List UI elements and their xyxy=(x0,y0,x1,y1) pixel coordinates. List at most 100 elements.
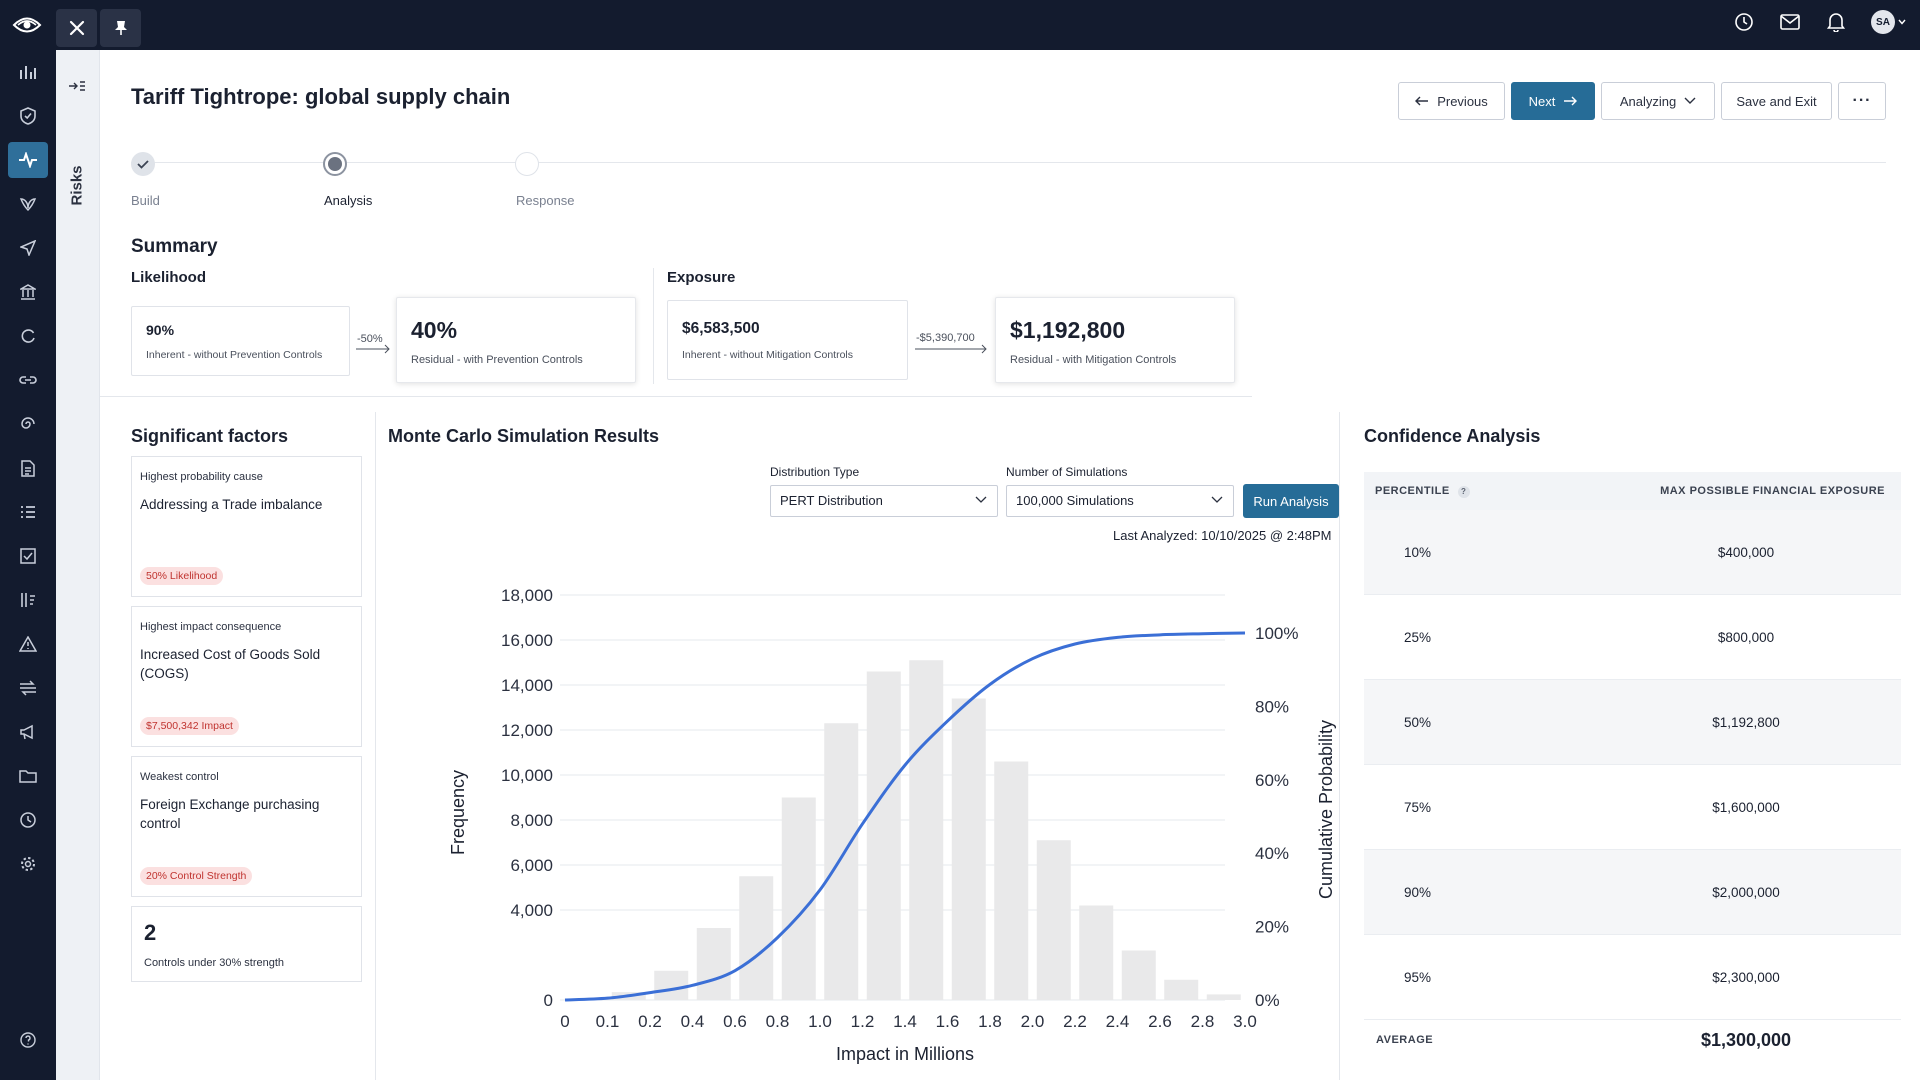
factor-caption: Highest impact consequence xyxy=(140,621,282,633)
run-analysis-button[interactable]: Run Analysis xyxy=(1243,484,1339,518)
status-dropdown[interactable]: Analyzing xyxy=(1601,82,1715,120)
y-tick-label: 6,000 xyxy=(510,856,553,875)
eye-logo-icon[interactable] xyxy=(12,10,42,40)
nav-shield[interactable] xyxy=(8,98,48,134)
exposure-inherent-card: $6,583,500 Inherent - without Mitigation… xyxy=(667,300,908,380)
likelihood-residual-card: 40% Residual - with Prevention Controls xyxy=(396,297,636,383)
nav-folder[interactable] xyxy=(8,758,48,794)
step-analysis-label: Analysis xyxy=(324,193,373,208)
history-icon[interactable] xyxy=(1733,11,1755,33)
likelihood-residual-caption: Residual - with Prevention Controls xyxy=(411,354,583,366)
nav-list[interactable] xyxy=(8,494,48,530)
distribution-select[interactable]: PERT Distribution xyxy=(770,485,998,517)
nav-bird[interactable] xyxy=(8,186,48,222)
y-tick-label: 18,000 xyxy=(501,586,553,605)
next-button[interactable]: Next xyxy=(1511,82,1595,120)
previous-button[interactable]: Previous xyxy=(1398,82,1505,120)
table-row: 50% $1,192,800 xyxy=(1364,680,1901,765)
nav-cycle[interactable] xyxy=(8,318,48,354)
expand-panel-icon[interactable] xyxy=(68,80,86,92)
exposure-inherent-caption: Inherent - without Mitigation Controls xyxy=(682,349,853,361)
controls-count-card[interactable]: 2 Controls under 30% strength xyxy=(131,906,362,982)
x-tick-label: 2.6 xyxy=(1148,1012,1172,1031)
exposure-residual-caption: Residual - with Mitigation Controls xyxy=(1010,354,1177,366)
chart-divider xyxy=(1339,412,1340,1080)
user-menu[interactable]: SA xyxy=(1871,10,1906,34)
sidebar-label[interactable]: Risks xyxy=(68,164,86,206)
nav-risks[interactable] xyxy=(8,142,48,178)
link-icon xyxy=(19,376,37,384)
average-value: $1,300,000 xyxy=(1700,1029,1792,1050)
nav-warning[interactable] xyxy=(8,626,48,662)
nav-link[interactable] xyxy=(8,362,48,398)
pin-button[interactable] xyxy=(100,9,141,47)
confidence-table: PERCENTILE? MAX POSSIBLE FINANCIAL EXPOS… xyxy=(1364,472,1901,1060)
confidence-title: Confidence Analysis xyxy=(1364,426,1541,446)
summary-divider xyxy=(653,268,654,384)
histogram-bar xyxy=(866,671,901,1000)
x-tick-label: 0.4 xyxy=(681,1012,705,1031)
y-tick-label: 10,000 xyxy=(501,766,553,785)
x-tick-label: 2.2 xyxy=(1063,1012,1087,1031)
factor-card-control[interactable]: Weakest control Foreign Exchange purchas… xyxy=(131,756,362,897)
gear-icon xyxy=(21,857,35,871)
nav-megaphone[interactable] xyxy=(8,714,48,750)
y-tick-label: 14,000 xyxy=(501,676,553,695)
save-exit-button[interactable]: Save and Exit xyxy=(1721,82,1832,120)
nav-clock[interactable] xyxy=(8,802,48,838)
factor-card-cause[interactable]: Highest probability cause Addressing a T… xyxy=(131,456,362,597)
step-build-dot[interactable] xyxy=(131,152,155,176)
bell-icon[interactable] xyxy=(1825,11,1847,33)
factor-card-consequence[interactable]: Highest impact consequence Increased Cos… xyxy=(131,606,362,747)
x-tick-label: 0.8 xyxy=(766,1012,790,1031)
histogram-bar xyxy=(1036,840,1071,1000)
control-strength-badge: 20% Control Strength xyxy=(140,867,253,885)
simulations-select[interactable]: 100,000 Simulations xyxy=(1006,485,1234,517)
y2-axis-label: Cumulative Probability xyxy=(1316,720,1336,899)
step-analysis-dot[interactable] xyxy=(323,152,347,176)
stepper: Build Analysis Response xyxy=(131,152,575,212)
stepper-rule xyxy=(131,162,1886,163)
megaphone-icon xyxy=(20,724,33,740)
histogram-bar xyxy=(951,698,986,1000)
mail-icon[interactable] xyxy=(1779,11,1801,33)
send-icon xyxy=(20,240,36,256)
x-tick-label: 3.0 xyxy=(1233,1012,1257,1031)
factor-title: Foreign Exchange purchasing control xyxy=(140,797,320,831)
nav-bank[interactable] xyxy=(8,274,48,310)
top-bar: SA xyxy=(0,0,1920,50)
nav-settings[interactable] xyxy=(8,846,48,882)
help-icon[interactable]: ? xyxy=(1457,485,1470,498)
y2-tick-label: 40% xyxy=(1255,844,1289,863)
step-response-label: Response xyxy=(516,193,575,208)
average-row: AVERAGE $1,300,000 xyxy=(1364,1020,1901,1060)
step-response-dot[interactable] xyxy=(515,152,539,176)
y2-tick-label: 20% xyxy=(1255,918,1289,937)
table-row: 95% $2,300,000 xyxy=(1364,935,1901,1020)
bird-icon xyxy=(19,198,37,212)
more-options-button[interactable]: ··· xyxy=(1838,82,1886,120)
x-tick-label: 1.8 xyxy=(978,1012,1002,1031)
nav-send[interactable] xyxy=(8,230,48,266)
exposure-delta: -$5,390,700 xyxy=(916,332,975,344)
histogram-bar xyxy=(781,797,816,1000)
x-tick-label: 2.4 xyxy=(1106,1012,1130,1031)
y-tick-label: 0 xyxy=(544,991,553,1010)
arrow-right-icon xyxy=(1564,96,1578,106)
nav-bars[interactable] xyxy=(8,582,48,618)
likelihood-inherent-card: 90% Inherent - without Prevention Contro… xyxy=(131,306,350,376)
impact-badge: $7,500,342 Impact xyxy=(140,717,239,735)
y2-tick-label: 60% xyxy=(1255,771,1289,790)
nav-dashboard[interactable] xyxy=(8,54,48,90)
table-row: 10% $400,000 xyxy=(1364,510,1901,595)
nav-document[interactable] xyxy=(8,450,48,486)
nav-checklist[interactable] xyxy=(8,538,48,574)
close-button[interactable] xyxy=(56,9,97,47)
nav-help[interactable] xyxy=(8,1022,48,1058)
x-tick-label: 1.2 xyxy=(851,1012,875,1031)
y2-tick-label: 0% xyxy=(1255,991,1280,1010)
histogram-bar xyxy=(654,970,689,1000)
nav-spiral[interactable] xyxy=(8,406,48,442)
nav-transfer[interactable] xyxy=(8,670,48,706)
last-analyzed: Last Analyzed: 10/10/2025 @ 2:48PM xyxy=(1113,528,1332,543)
